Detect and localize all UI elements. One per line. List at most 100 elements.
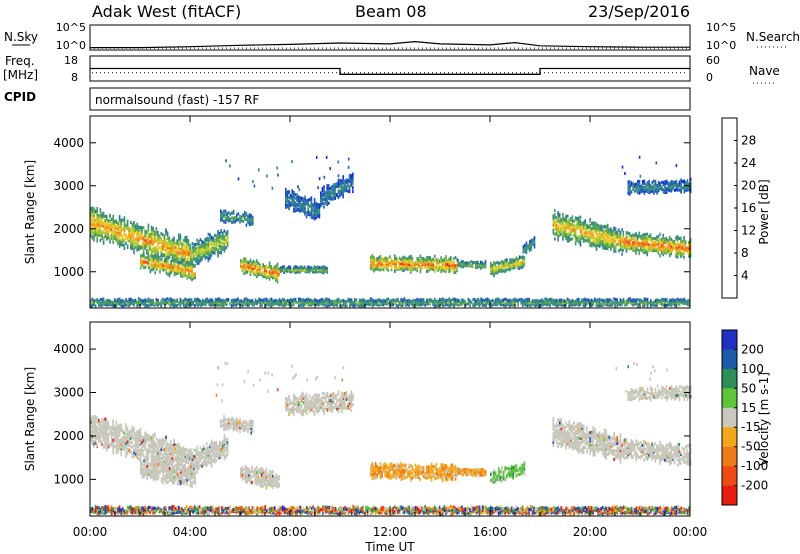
data-cell	[210, 241, 213, 245]
data-cell	[437, 301, 439, 305]
data-cell	[636, 234, 639, 238]
data-cell	[318, 177, 321, 181]
data-cell	[313, 216, 316, 220]
data-cell	[162, 244, 164, 248]
data-cell	[384, 265, 386, 269]
data-cell	[648, 301, 650, 305]
data-cell	[173, 302, 175, 306]
data-cell	[101, 434, 103, 439]
data-cell	[610, 298, 612, 302]
data-cell	[565, 218, 567, 222]
data-cell	[629, 297, 631, 301]
data-cell	[416, 262, 418, 266]
data-cell	[339, 184, 341, 188]
data-cell	[570, 231, 572, 235]
data-cell	[96, 234, 98, 238]
data-cell	[99, 213, 102, 217]
data-cell	[202, 250, 205, 255]
data-cell	[627, 240, 629, 244]
data-cell	[130, 240, 132, 244]
data-cell	[608, 231, 611, 236]
power-colorbar-tick-label: 16	[741, 201, 756, 215]
data-cell	[603, 239, 606, 243]
data-cell	[592, 226, 595, 230]
data-cell	[481, 261, 484, 265]
data-cell	[392, 262, 394, 266]
data-cell	[414, 261, 417, 265]
data-cell	[146, 232, 148, 236]
data-cell	[133, 222, 135, 226]
data-cell	[354, 299, 356, 304]
data-cell	[162, 264, 164, 268]
data-cell	[140, 263, 142, 267]
data-cell	[120, 450, 122, 454]
data-cell	[502, 269, 505, 273]
data-cell	[532, 242, 534, 246]
data-cell	[192, 276, 195, 280]
data-cell	[326, 184, 328, 188]
data-cell	[147, 243, 150, 247]
data-cell	[534, 302, 537, 306]
data-cell	[155, 231, 158, 235]
data-cell	[382, 263, 385, 268]
data-cell	[624, 240, 626, 244]
data-cell	[110, 222, 113, 226]
data-cell	[443, 261, 446, 265]
data-cell	[528, 240, 531, 244]
data-cell	[112, 438, 114, 442]
data-cell	[557, 230, 559, 234]
data-cell	[218, 234, 221, 238]
data-cell	[621, 245, 623, 249]
data-cell	[622, 297, 625, 302]
data-cell	[528, 303, 530, 307]
data-cell	[619, 237, 622, 241]
data-cell	[381, 265, 383, 269]
data-cell	[661, 297, 663, 301]
data-cell	[552, 300, 554, 304]
data-cell	[355, 303, 358, 307]
data-cell	[635, 189, 637, 193]
data-cell	[152, 230, 154, 234]
data-cell	[239, 220, 241, 224]
data-cell	[517, 258, 519, 262]
data-cell	[104, 429, 106, 433]
data-cell	[683, 238, 685, 242]
data-cell	[507, 299, 510, 303]
data-cell	[665, 190, 668, 194]
data-cell	[181, 255, 183, 259]
data-cell	[606, 247, 609, 251]
data-cell	[474, 297, 476, 301]
data-cell	[398, 300, 401, 304]
data-cell	[563, 225, 566, 229]
data-cell	[310, 202, 313, 206]
data-cell	[629, 299, 631, 303]
data-cell	[150, 228, 153, 232]
data-cell	[410, 301, 412, 305]
data-cell	[107, 432, 110, 437]
data-cell	[118, 447, 121, 451]
data-cell	[133, 220, 135, 225]
data-cell	[557, 233, 559, 238]
data-cell	[186, 304, 188, 308]
data-cell	[157, 253, 159, 258]
data-cell	[392, 298, 394, 302]
data-cell	[240, 299, 242, 303]
data-cell	[524, 249, 526, 254]
data-cell	[320, 301, 322, 305]
data-cell	[270, 299, 273, 303]
data-cell	[204, 251, 206, 255]
data-cell	[494, 262, 497, 266]
data-cell	[244, 217, 246, 221]
data-cell	[606, 239, 609, 243]
data-cell	[157, 237, 159, 241]
data-cell	[307, 212, 309, 216]
data-cell	[589, 228, 591, 232]
data-cell	[307, 297, 310, 301]
data-cell	[329, 192, 332, 196]
data-cell	[440, 301, 442, 305]
data-cell	[632, 298, 634, 302]
data-cell	[504, 302, 506, 306]
data-cell	[419, 268, 422, 272]
data-cell	[370, 258, 372, 262]
data-cell	[308, 270, 311, 274]
